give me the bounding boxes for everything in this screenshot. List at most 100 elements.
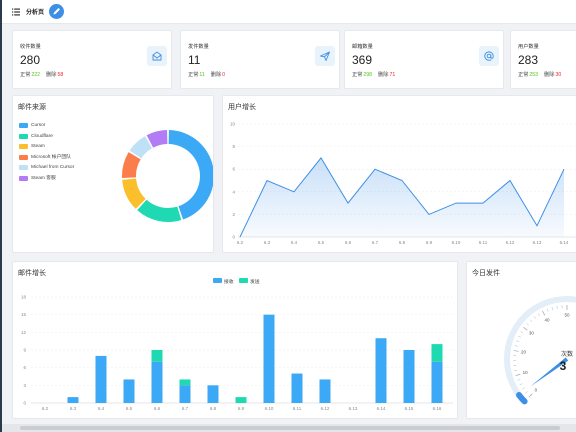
legend-swatch (239, 278, 248, 283)
legend-label: Microsoft 帐户团队 (31, 154, 71, 160)
gauge-tick (517, 379, 521, 381)
legend-label: 发送 (250, 280, 260, 285)
legend-label: Steam 客服 (31, 175, 56, 181)
gauge-tick (528, 393, 533, 398)
mail-open-icon (152, 51, 162, 61)
gauge-tick-label: 10 (523, 370, 529, 375)
x-tick-label: 6.7 (182, 406, 189, 411)
gauge-tick (542, 310, 546, 316)
x-tick-label: 6.11 (293, 406, 302, 411)
x-tick-label: 6.7 (372, 240, 379, 245)
gauge-tick (522, 387, 525, 390)
today-sent-panel: 今日发件 0 10 20 30 40 50 次数 3 (466, 261, 576, 419)
x-tick-label: 6.6 (154, 406, 161, 411)
bar-legend-item[interactable]: 接收 (213, 278, 234, 285)
y-tick-label: 10 (230, 122, 236, 127)
stat-label: 邮箱数量 (352, 44, 373, 50)
pie-legend-item[interactable]: Steam 客服 (19, 175, 56, 182)
pie-slice (168, 130, 213, 220)
gauge-progress (516, 392, 528, 405)
bar (95, 355, 107, 403)
gauge-tick (551, 307, 553, 311)
x-tick-label: 6.6 (345, 240, 352, 245)
panel-title: 用户增长 (228, 104, 256, 111)
bar (235, 397, 247, 403)
stat-label: 收件数量 (20, 44, 41, 50)
x-tick-label: 6.9 (426, 240, 433, 245)
bar (291, 373, 303, 403)
x-tick-label: 6.2 (237, 240, 244, 245)
pie-legend-item[interactable]: Microsoft 帐户团队 (19, 154, 71, 161)
y-tick-label: 8 (232, 144, 235, 149)
area-chart: 0 2 4 6 8 10 6.2 6.3 6.4 6.5 6.6 6.7 6.8 6.9 6.10 6.11 6… (230, 122, 576, 245)
pencil-icon (53, 8, 60, 15)
gauge-needle (530, 357, 569, 387)
stat-value: 11 (188, 53, 201, 67)
top-header: 分析页 (2, 0, 576, 24)
stat-card-sent: 发件数量 11 正常11 删除0 (180, 30, 340, 89)
x-tick-label: 6.12 (506, 240, 515, 245)
legend-swatch (19, 123, 28, 128)
stat-label: 用户数量 (518, 44, 539, 50)
gauge-tick (519, 383, 523, 386)
bar (151, 361, 163, 403)
gauge-tick (518, 335, 521, 338)
x-tick-label: 6.13 (349, 406, 358, 411)
x-tick-label: 6.10 (265, 406, 274, 411)
pie-slice (146, 130, 168, 148)
x-tick-label: 6.16 (433, 406, 442, 411)
x-tick-label: 6.4 (98, 406, 105, 411)
x-tick-label: 6.3 (264, 240, 271, 245)
x-tick-label: 6.3 (70, 406, 77, 411)
y-tick-label: 0 (232, 235, 235, 240)
gauge-tick (525, 391, 528, 394)
x-tick-label: 6.10 (452, 240, 461, 245)
scrollbar-thumb[interactable] (20, 426, 560, 430)
gauge-chart: 0 10 20 30 40 50 次数3 (504, 296, 576, 405)
legend-swatch (19, 175, 28, 181)
gauge-tick-label: 30 (529, 331, 535, 336)
x-tick-label: 6.8 (399, 240, 406, 245)
x-tick-label: 6.2 (42, 406, 49, 411)
menu-fold-icon[interactable] (12, 8, 20, 16)
gauge-tick (514, 369, 518, 371)
gauge-tick-label: 0 (535, 388, 538, 393)
bar (319, 379, 331, 403)
pie-slice (122, 178, 146, 209)
panel-title: 邮件增长 (18, 270, 46, 277)
bar (431, 361, 443, 403)
pie-legend-item[interactable]: Michael from Cursor (19, 165, 74, 171)
send-icon (320, 51, 330, 61)
bar (431, 344, 443, 362)
pie-slice (129, 136, 153, 159)
stat-breakdown: 正常253 删除30 (518, 72, 562, 78)
x-tick-label: 6.12 (321, 406, 330, 411)
area-fill (240, 157, 564, 237)
mail-sources-panel: 邮件来源 Cursor Cloudflare Steam Microsoft 帐户团队… (12, 95, 214, 253)
legend-swatch (19, 165, 28, 170)
bar-legend-item[interactable]: 发送 (239, 278, 260, 285)
x-tick-label: 6.15 (405, 406, 414, 411)
bar (179, 379, 191, 386)
pie-legend-item[interactable]: Steam (19, 144, 45, 150)
gauge-tick (516, 340, 520, 342)
pie-legend-item[interactable]: Cloudflare (19, 133, 53, 140)
panel-title: 邮件来源 (18, 104, 46, 111)
x-tick-label: 6.5 (126, 406, 133, 411)
edit-button[interactable] (49, 4, 64, 19)
gauge-label: 次数 (561, 350, 573, 358)
stat-card-received: 收件数量 280 正常222 删除58 (12, 30, 172, 89)
bar (123, 379, 135, 403)
y-tick-label: 0 (23, 401, 26, 406)
stat-icon-box (479, 46, 499, 66)
pie-legend-item[interactable]: Cursor (19, 123, 45, 129)
y-tick-label: 12 (21, 330, 27, 335)
stat-breakdown: 正常222 删除58 (20, 72, 64, 78)
x-tick-label: 6.9 (238, 406, 245, 411)
gauge-tick (515, 373, 521, 377)
stat-value: 280 (20, 53, 41, 67)
y-tick-label: 3 (23, 383, 26, 388)
stat-value: 283 (518, 53, 539, 67)
x-tick-label: 6.14 (560, 240, 569, 245)
bar (263, 314, 275, 403)
